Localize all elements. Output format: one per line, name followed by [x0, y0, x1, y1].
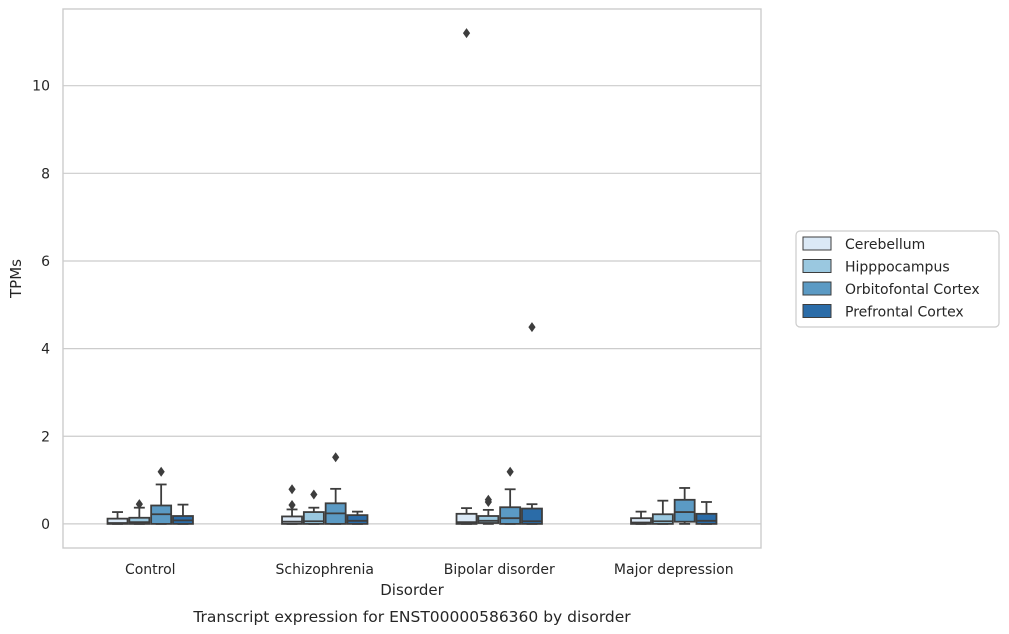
y-axis-label: TPMs	[7, 259, 25, 299]
box-prefrontal-cortex	[521, 322, 543, 525]
outlier-point	[288, 500, 296, 511]
x-axis-ticks: Control Schizophrenia Bipolar disorder Majo…	[125, 562, 734, 578]
box-hipppocampus	[477, 494, 500, 525]
box-orbitofontal-cortex	[673, 487, 696, 525]
box-prefrontal-cortex	[172, 503, 194, 525]
box-iqr	[477, 515, 500, 524]
box-iqr	[521, 507, 543, 525]
outlier-point	[332, 452, 340, 463]
y-axis-ticks: 0 2 4 6 8 10	[32, 79, 50, 533]
box-orbitofontal-cortex	[499, 466, 522, 525]
box-iqr	[455, 512, 478, 525]
y-tick-label: 8	[41, 166, 50, 182]
x-tick-label: Schizophrenia	[276, 562, 374, 578]
legend-frame	[795, 230, 1000, 328]
gridlines	[63, 85, 761, 525]
legend-label: Prefrontal Cortex	[845, 305, 964, 321]
box-iqr	[346, 514, 369, 525]
outlier-point	[528, 322, 536, 333]
legend-label: Cerebellum	[845, 237, 925, 253]
outlier-point	[484, 494, 492, 505]
y-tick-label: 4	[41, 342, 50, 358]
x-tick-label: Major depression	[614, 562, 734, 578]
outlier-point	[157, 466, 165, 477]
outlier-point	[462, 28, 471, 39]
x-tick-label: Control	[125, 562, 176, 578]
box-cerebellum	[455, 28, 478, 525]
boxplots	[106, 28, 718, 525]
box-iqr	[695, 512, 718, 525]
x-tick-label: Bipolar disorder	[444, 562, 555, 578]
outlier-point	[310, 489, 318, 500]
box-iqr	[499, 506, 522, 525]
box-prefrontal-cortex	[695, 501, 718, 525]
box-hipppocampus	[651, 499, 674, 525]
x-axis-label: Disorder	[380, 581, 444, 599]
y-tick-label: 6	[41, 254, 50, 270]
y-tick-label: 10	[32, 79, 50, 95]
legend-label: Hipppocampus	[845, 260, 950, 276]
plot-area-frame	[62, 8, 762, 549]
box-iqr	[630, 517, 652, 525]
box-iqr	[281, 515, 303, 525]
outlier-point	[135, 499, 143, 510]
box-iqr	[302, 511, 325, 525]
box-prefrontal-cortex	[346, 510, 369, 525]
y-tick-label: 0	[41, 517, 50, 533]
box-cerebellum	[630, 510, 652, 525]
y-tick-label: 2	[41, 429, 50, 445]
box-hipppocampus	[128, 499, 151, 525]
legend: Cerebellum Hipppocampus Orbitofontal Corte…	[795, 230, 1000, 328]
box-cerebellum	[281, 484, 303, 525]
box-cerebellum	[106, 511, 129, 525]
legend-swatch	[802, 304, 832, 318]
outlier-point	[506, 466, 514, 477]
box-hipppocampus	[302, 489, 325, 525]
legend-swatch	[802, 259, 832, 273]
legend-swatch	[802, 281, 832, 296]
legend-label: Orbitofontal Cortex	[845, 282, 980, 298]
outlier-point	[288, 484, 296, 495]
box-iqr	[128, 516, 151, 525]
box-iqr	[673, 498, 696, 523]
box-iqr	[651, 513, 674, 525]
box-orbitofontal-cortex	[150, 466, 173, 525]
legend-swatch	[802, 236, 832, 251]
chart-caption: Transcript expression for ENST0000058636…	[192, 608, 631, 626]
box-orbitofontal-cortex	[324, 452, 347, 525]
